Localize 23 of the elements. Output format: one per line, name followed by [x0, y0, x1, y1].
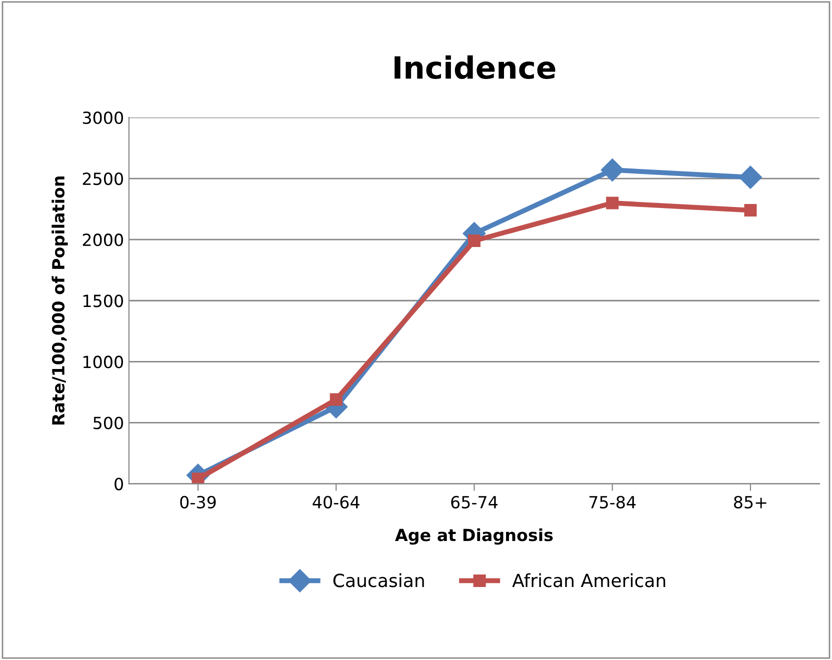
- y-tick-label: 1000: [84, 356, 123, 368]
- point: [606, 196, 619, 210]
- x-tick-label: 75-84: [590, 496, 636, 508]
- legend-label: African American: [512, 573, 666, 588]
- chart-title: Incidence: [394, 55, 556, 80]
- x-axis-title: Age at Diagnosis: [395, 528, 553, 545]
- y-tick-label: 2500: [82, 172, 123, 186]
- y-tick-label: 1500: [84, 294, 123, 308]
- x-tick-label: 85+: [734, 496, 766, 508]
- x-tick-label: 65-74: [451, 496, 498, 508]
- y-tick-label: 500: [94, 416, 123, 430]
- point: [744, 204, 757, 217]
- y-tick-label: 0: [114, 478, 123, 490]
- legend-label: Caucasian: [333, 573, 424, 588]
- point: [738, 166, 762, 189]
- x-tick-label: 40-64: [312, 496, 360, 508]
- y-axis-title: Rate/100,000 of Popilation: [52, 176, 68, 425]
- point: [330, 393, 342, 406]
- point: [600, 158, 624, 182]
- y-tick-label: 2000: [82, 234, 123, 246]
- y-tick-label: 3000: [82, 111, 123, 124]
- x-tick-label: 0-39: [180, 496, 216, 508]
- point: [468, 234, 480, 248]
